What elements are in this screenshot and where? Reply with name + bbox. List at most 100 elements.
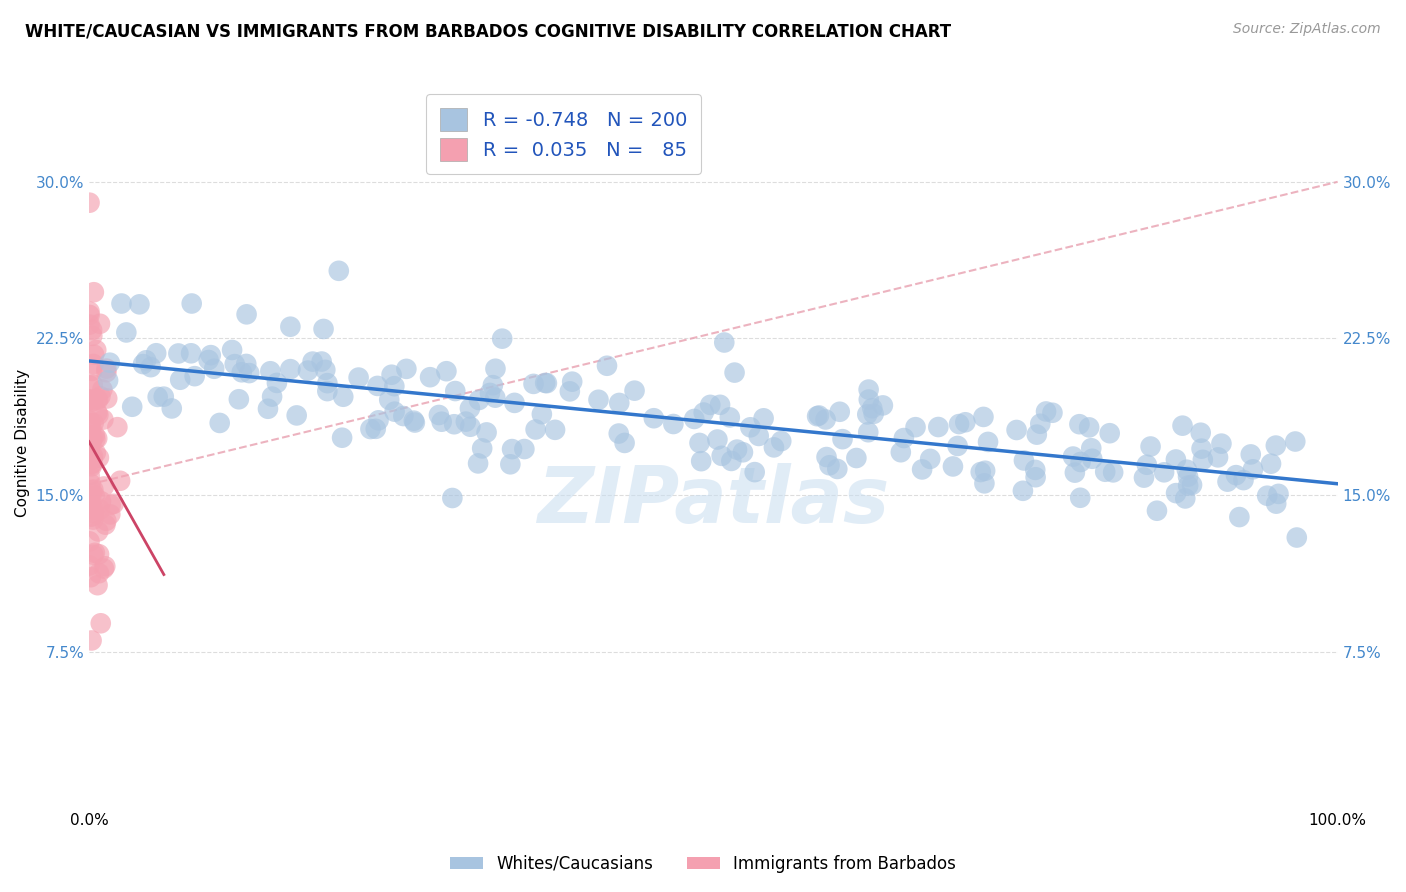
- Point: [82, 329, 104, 343]
- Point: [82, 512, 104, 526]
- Point: [367, 413, 389, 427]
- Point: [1094, 465, 1116, 479]
- Point: [79, 476, 101, 491]
- Point: [103, 497, 125, 511]
- Y-axis label: Cognitive Disability: Cognitive Disability: [15, 368, 30, 516]
- Point: [1211, 436, 1233, 450]
- Point: [720, 454, 742, 468]
- Point: [444, 384, 467, 398]
- Point: [200, 348, 222, 362]
- Point: [364, 422, 387, 436]
- Point: [89, 502, 111, 516]
- Point: [723, 366, 745, 380]
- Point: [93, 412, 115, 426]
- Point: [699, 398, 721, 412]
- Point: [79, 392, 101, 407]
- Point: [235, 307, 257, 321]
- Point: [828, 405, 851, 419]
- Point: [524, 422, 547, 436]
- Point: [316, 376, 339, 391]
- Point: [725, 442, 748, 457]
- Point: [1025, 427, 1047, 442]
- Point: [285, 409, 308, 423]
- Point: [316, 384, 339, 398]
- Point: [468, 392, 491, 407]
- Point: [167, 346, 190, 360]
- Point: [1181, 478, 1204, 492]
- Point: [238, 366, 260, 380]
- Point: [807, 409, 830, 423]
- Point: [744, 465, 766, 479]
- Point: [1069, 491, 1091, 505]
- Point: [98, 508, 121, 522]
- Point: [1098, 426, 1121, 441]
- Point: [1175, 463, 1198, 477]
- Point: [79, 439, 101, 453]
- Point: [1012, 483, 1035, 498]
- Point: [441, 491, 464, 505]
- Point: [257, 401, 280, 416]
- Point: [311, 354, 333, 368]
- Point: [83, 285, 105, 300]
- Point: [79, 534, 101, 549]
- Point: [80, 364, 103, 378]
- Point: [80, 489, 103, 503]
- Point: [972, 409, 994, 424]
- Point: [1265, 497, 1288, 511]
- Point: [94, 517, 117, 532]
- Point: [96, 392, 118, 406]
- Point: [79, 414, 101, 428]
- Point: [208, 416, 231, 430]
- Point: [815, 450, 838, 464]
- Point: [544, 423, 567, 437]
- Point: [430, 415, 453, 429]
- Point: [347, 370, 370, 384]
- Point: [135, 353, 157, 368]
- Point: [96, 361, 118, 376]
- Point: [1241, 462, 1264, 476]
- Point: [690, 454, 713, 468]
- Point: [1232, 473, 1254, 487]
- Point: [471, 442, 494, 456]
- Point: [948, 417, 970, 431]
- Point: [79, 417, 101, 431]
- Point: [893, 431, 915, 445]
- Point: [1206, 450, 1229, 465]
- Point: [623, 384, 645, 398]
- Point: [105, 420, 128, 434]
- Point: [404, 416, 426, 430]
- Point: [83, 428, 105, 442]
- Point: [845, 450, 868, 465]
- Point: [197, 353, 219, 368]
- Point: [87, 392, 110, 407]
- Point: [79, 498, 101, 512]
- Point: [84, 343, 107, 357]
- Point: [1029, 417, 1052, 431]
- Point: [80, 434, 103, 448]
- Point: [1136, 458, 1159, 472]
- Point: [80, 509, 103, 524]
- Point: [79, 318, 101, 332]
- Point: [202, 361, 225, 376]
- Point: [80, 421, 103, 435]
- Point: [534, 376, 557, 390]
- Point: [513, 442, 536, 456]
- Point: [1240, 447, 1263, 461]
- Point: [79, 468, 101, 483]
- Point: [862, 407, 884, 421]
- Point: [79, 443, 101, 458]
- Point: [86, 578, 108, 592]
- Point: [83, 546, 105, 560]
- Point: [911, 462, 934, 476]
- Point: [927, 420, 949, 434]
- Point: [115, 326, 138, 340]
- Point: [231, 365, 253, 379]
- Point: [752, 411, 775, 425]
- Point: [384, 405, 406, 419]
- Point: [522, 376, 544, 391]
- Point: [146, 390, 169, 404]
- Point: [1216, 475, 1239, 489]
- Point: [770, 434, 793, 449]
- Point: [484, 361, 506, 376]
- Point: [332, 390, 354, 404]
